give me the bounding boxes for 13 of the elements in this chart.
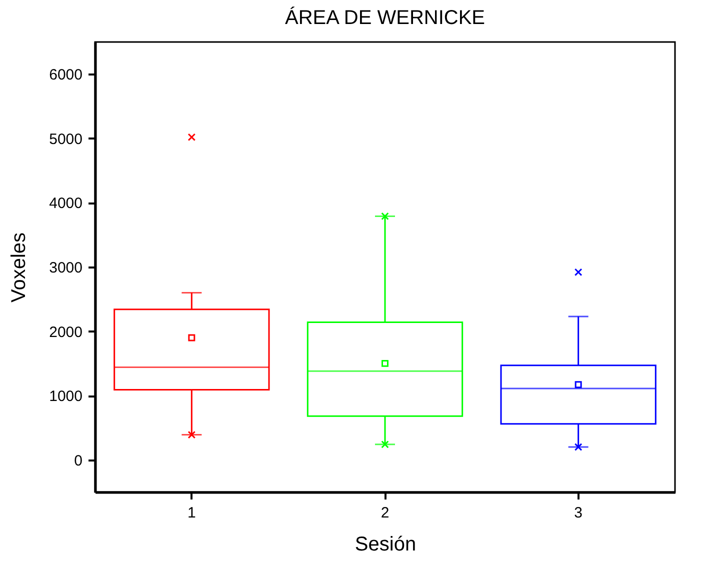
y-tick-label: 3000 [49,260,82,276]
y-tick-label: 0 [74,452,82,470]
y-tick-label: 5000 [49,130,82,148]
y-tick-label: 1000 [49,388,82,406]
y-tick-label: 6000 [49,66,82,84]
y-axis-title: Voxeles [8,232,30,303]
y-tick-label: 2000 [49,324,82,341]
chart-title: ÁREA DE WERNICKE [284,6,486,29]
x-tick-label: 2 [380,504,390,522]
x-tick-label: 3 [574,504,583,522]
y-tick-label: 4000 [49,195,82,212]
x-tick-label: 1 [187,504,196,522]
x-axis-title: Sesión [354,534,416,556]
